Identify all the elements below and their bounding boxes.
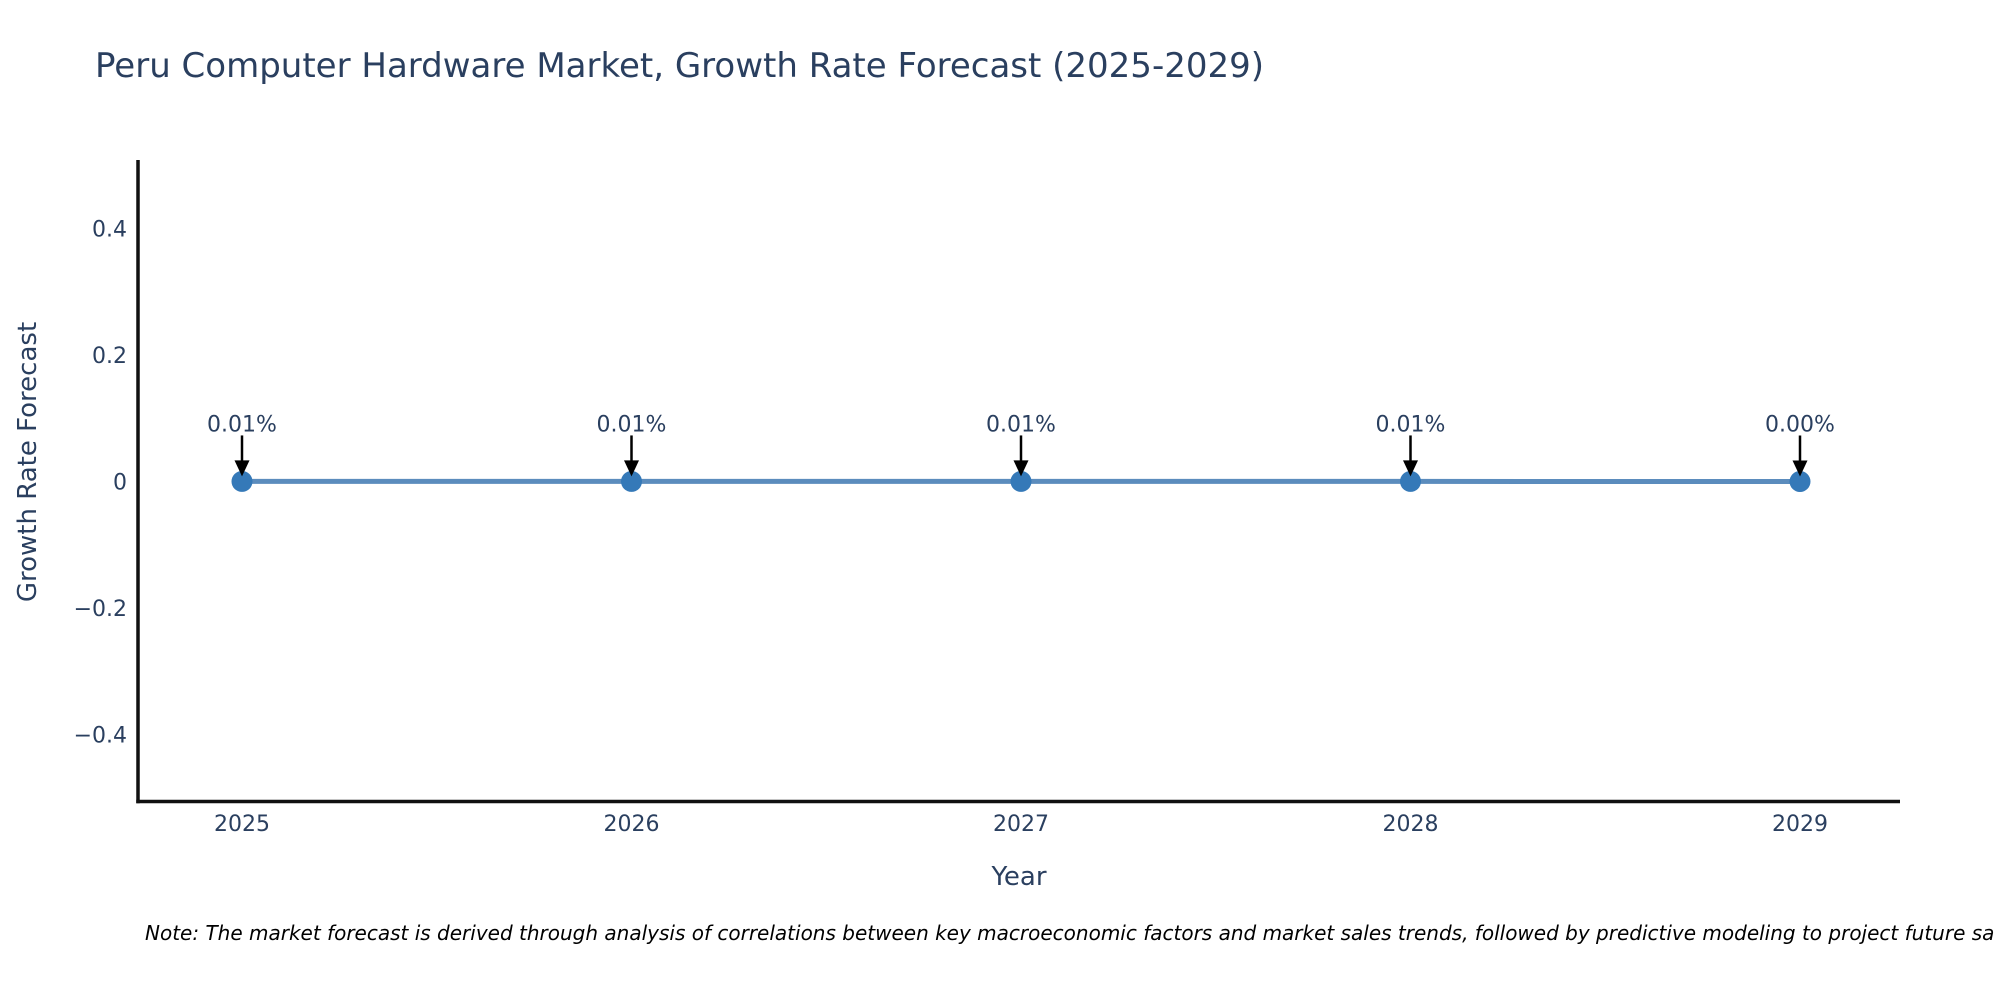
point-annotations: 0.01% 0.01% 0.01% 0.01% 0.00% xyxy=(207,412,1835,477)
arrow-head-icon xyxy=(1403,460,1418,477)
data-point-2025 xyxy=(231,470,253,492)
data-point-2027 xyxy=(1010,470,1032,492)
arrow-head-icon xyxy=(1792,460,1808,477)
arrow-head-icon xyxy=(624,460,639,477)
x-axis-title: Year xyxy=(991,862,1047,892)
y-tick-label: −0.4 xyxy=(74,724,127,749)
annotation-2029: 0.00% xyxy=(1765,413,1835,477)
chart-title: Peru Computer Hardware Market, Growth Ra… xyxy=(95,46,1264,86)
point-value-label: 0.01% xyxy=(597,412,667,437)
point-value-label: 0.00% xyxy=(1765,413,1835,438)
annotation-2027: 0.01% xyxy=(986,412,1056,477)
x-tick-label: 2026 xyxy=(604,812,660,837)
annotation-2025: 0.01% xyxy=(207,412,277,477)
axes xyxy=(136,160,1900,804)
arrow-head-icon xyxy=(1013,460,1029,477)
point-value-label: 0.01% xyxy=(986,412,1056,437)
x-tick-label: 2028 xyxy=(1383,812,1439,837)
data-point-2028 xyxy=(1400,470,1421,492)
x-tick-labels: 2025 2026 2027 2028 2029 xyxy=(214,812,1828,837)
y-tick-label: −0.2 xyxy=(74,597,127,622)
data-series xyxy=(231,470,1811,492)
x-tick-label: 2029 xyxy=(1772,812,1828,837)
y-tick-label: 0.4 xyxy=(92,218,127,243)
annotation-2026: 0.01% xyxy=(597,412,667,477)
x-tick-label: 2027 xyxy=(993,812,1049,837)
point-value-label: 0.01% xyxy=(207,412,277,437)
annotation-2028: 0.01% xyxy=(1376,412,1446,477)
data-point-2029 xyxy=(1789,471,1811,492)
point-value-label: 0.01% xyxy=(1376,412,1446,437)
x-tick-label: 2025 xyxy=(214,812,270,837)
data-point-2026 xyxy=(621,470,642,492)
y-tick-labels: 0.4 0.2 0 −0.2 −0.4 xyxy=(74,218,127,749)
arrow-head-icon xyxy=(234,460,250,477)
y-tick-label: 0.2 xyxy=(92,344,127,369)
footnote: Note: The market forecast is derived thr… xyxy=(145,921,1995,945)
y-tick-label: 0 xyxy=(113,471,127,496)
